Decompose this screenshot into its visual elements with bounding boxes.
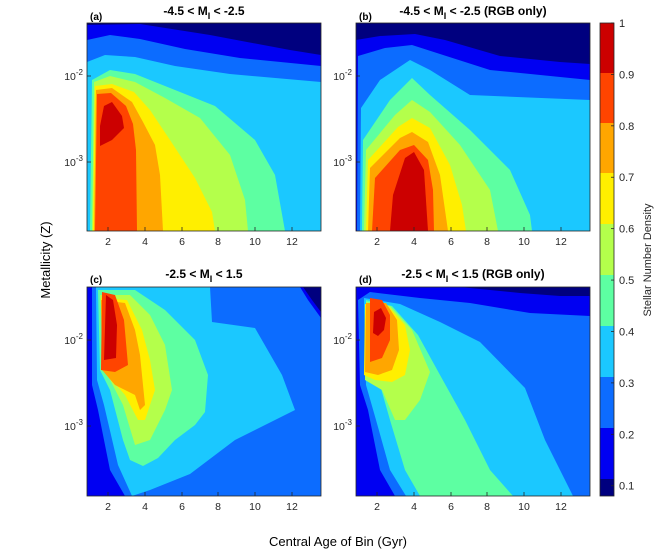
colorbar-tick-label: 0.6 <box>619 224 634 236</box>
panel-b-x-ticks <box>356 75 562 231</box>
x-tick-d-10: 10 <box>518 501 530 513</box>
panel-b-frame <box>355 22 591 232</box>
colorbar-tick-label: 0.9 <box>619 69 634 81</box>
y-tick-d-1e-3: 10-3 <box>333 418 352 433</box>
x-tick-a-12: 12 <box>286 236 298 248</box>
panel-a-title: -4.5 < MI < -2.5 <box>163 4 245 21</box>
colorbar-band-2 <box>600 377 614 428</box>
colorbar-ticks: 0.1 0.2 0.3 0.4 0.5 0.6 0.7 0.8 0.9 1 <box>611 18 634 493</box>
panel-c-x-ticks <box>87 339 293 496</box>
panel-c-letter: (c) <box>90 275 102 286</box>
colorbar-tick-label: 0.8 <box>619 121 634 133</box>
panel-b-title: -4.5 < MI < -2.5 (RGB only) <box>399 4 546 21</box>
x-tick-d-8: 8 <box>484 501 490 513</box>
y-tick-a-1e-3: 10-3 <box>64 154 83 169</box>
x-tick-d-2: 2 <box>374 501 380 513</box>
panel-c: 2 4 6 8 10 12 10-2 10-3 (c) -2.5 < MI < … <box>64 267 322 513</box>
y-tick-b-1e-2: 10-2 <box>333 68 352 83</box>
panel-b-letter: (b) <box>359 12 372 23</box>
panel-d-x-ticks <box>356 339 562 496</box>
colorbar-band-8 <box>600 73 614 123</box>
colorbar-band-3 <box>600 326 614 377</box>
colorbar-bands <box>600 23 614 496</box>
colorbar-band-9 <box>600 23 614 73</box>
y-axis-label: Metallicity (Z) <box>38 221 53 298</box>
x-tick-a-4: 4 <box>142 236 148 248</box>
panel-c-frame <box>86 286 322 497</box>
y-tick-a-1e-2: 10-2 <box>64 68 83 83</box>
colorbar: 0.1 0.2 0.3 0.4 0.5 0.6 0.7 0.8 0.9 1 Stellar Num… <box>599 18 654 497</box>
panel-a: 2 4 6 8 10 12 10-2 10-3 (a) -4.5 < MI < … <box>64 4 322 248</box>
x-tick-d-4: 4 <box>411 501 417 513</box>
x-tick-b-6: 6 <box>448 236 454 248</box>
x-tick-d-12: 12 <box>555 501 567 513</box>
colorbar-band-6 <box>600 173 614 224</box>
contour-d-level-9 <box>373 308 386 336</box>
contour-a-level-9 <box>100 102 124 146</box>
colorbar-band-1 <box>600 428 614 479</box>
panel-c-title: -2.5 < MI < 1.5 <box>165 267 243 284</box>
colorbar-tick-label: 0.1 <box>619 481 634 493</box>
panel-a-frame <box>86 22 322 232</box>
x-tick-c-4: 4 <box>142 501 148 513</box>
contour-c-level-9 <box>104 295 117 360</box>
x-tick-b-8: 8 <box>484 236 490 248</box>
x-tick-a-8: 8 <box>215 236 221 248</box>
x-tick-b-4: 4 <box>411 236 417 248</box>
contour-b-level-9 <box>390 152 428 231</box>
colorbar-tick-label: 0.5 <box>619 275 634 287</box>
x-tick-b-12: 12 <box>555 236 567 248</box>
y-tick-b-1e-3: 10-3 <box>333 154 352 169</box>
x-tick-c-8: 8 <box>215 501 221 513</box>
panel-b-contours <box>356 23 590 231</box>
x-tick-d-6: 6 <box>448 501 454 513</box>
panel-d: 2 4 6 8 10 12 10-2 10-3 (d) -2.5 < MI < … <box>333 267 591 513</box>
colorbar-tick-label: 0.7 <box>619 172 634 184</box>
panel-a-letter: (a) <box>90 12 102 23</box>
panel-d-frame <box>355 286 591 497</box>
y-tick-c-1e-3: 10-3 <box>64 418 83 433</box>
colorbar-tick-label: 0.2 <box>619 429 634 441</box>
panel-c-contours <box>87 287 321 496</box>
panel-a-contours <box>87 23 321 231</box>
x-tick-b-10: 10 <box>518 236 530 248</box>
panel-d-title: -2.5 < MI < 1.5 (RGB only) <box>401 267 544 284</box>
y-tick-d-1e-2: 10-2 <box>333 332 352 347</box>
panel-d-contours <box>356 287 590 496</box>
x-tick-b-2: 2 <box>374 236 380 248</box>
colorbar-frame <box>599 22 615 497</box>
panel-b: 2 4 6 8 10 12 10-2 10-3 (b) -4.5 < MI < … <box>333 4 591 248</box>
colorbar-band-4 <box>600 275 614 326</box>
colorbar-band-7 <box>600 123 614 173</box>
x-tick-a-6: 6 <box>179 236 185 248</box>
colorbar-band-0 <box>600 479 614 496</box>
x-tick-c-10: 10 <box>249 501 261 513</box>
colorbar-label: Stellar Number Density <box>642 203 654 317</box>
colorbar-tick-label: 1 <box>619 18 625 30</box>
y-tick-c-1e-2: 10-2 <box>64 332 83 347</box>
panel-a-x-ticks <box>87 75 293 231</box>
colorbar-tick-label: 0.4 <box>619 326 634 338</box>
panel-d-letter: (d) <box>359 275 372 286</box>
x-axis-label: Central Age of Bin (Gyr) <box>269 534 407 549</box>
x-tick-c-12: 12 <box>286 501 298 513</box>
x-tick-c-6: 6 <box>179 501 185 513</box>
x-tick-a-2: 2 <box>105 236 111 248</box>
colorbar-band-5 <box>600 224 614 275</box>
colorbar-tick-label: 0.3 <box>619 378 634 390</box>
x-tick-c-2: 2 <box>105 501 111 513</box>
x-tick-a-10: 10 <box>249 236 261 248</box>
